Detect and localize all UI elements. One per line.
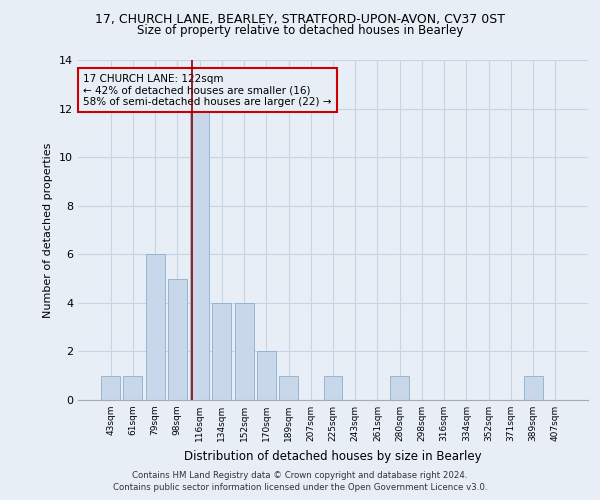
Text: Size of property relative to detached houses in Bearley: Size of property relative to detached ho… (137, 24, 463, 37)
Bar (101, 376, 120, 400)
Bar (212, 303, 231, 400)
X-axis label: Distribution of detached houses by size in Bearley: Distribution of detached houses by size … (184, 450, 482, 462)
Bar (168, 278, 187, 400)
Bar (257, 352, 276, 400)
Bar (235, 303, 254, 400)
Text: 17, CHURCH LANE, BEARLEY, STRATFORD-UPON-AVON, CV37 0ST: 17, CHURCH LANE, BEARLEY, STRATFORD-UPON… (95, 12, 505, 26)
Bar (190, 108, 209, 400)
Text: 17 CHURCH LANE: 122sqm
← 42% of detached houses are smaller (16)
58% of semi-det: 17 CHURCH LANE: 122sqm ← 42% of detached… (83, 74, 332, 107)
Bar (146, 254, 164, 400)
Y-axis label: Number of detached properties: Number of detached properties (43, 142, 53, 318)
Bar (124, 376, 142, 400)
Bar (279, 376, 298, 400)
Text: Contains HM Land Registry data © Crown copyright and database right 2024.
Contai: Contains HM Land Registry data © Crown c… (113, 471, 487, 492)
Bar (323, 376, 343, 400)
Bar (390, 376, 409, 400)
Bar (524, 376, 542, 400)
